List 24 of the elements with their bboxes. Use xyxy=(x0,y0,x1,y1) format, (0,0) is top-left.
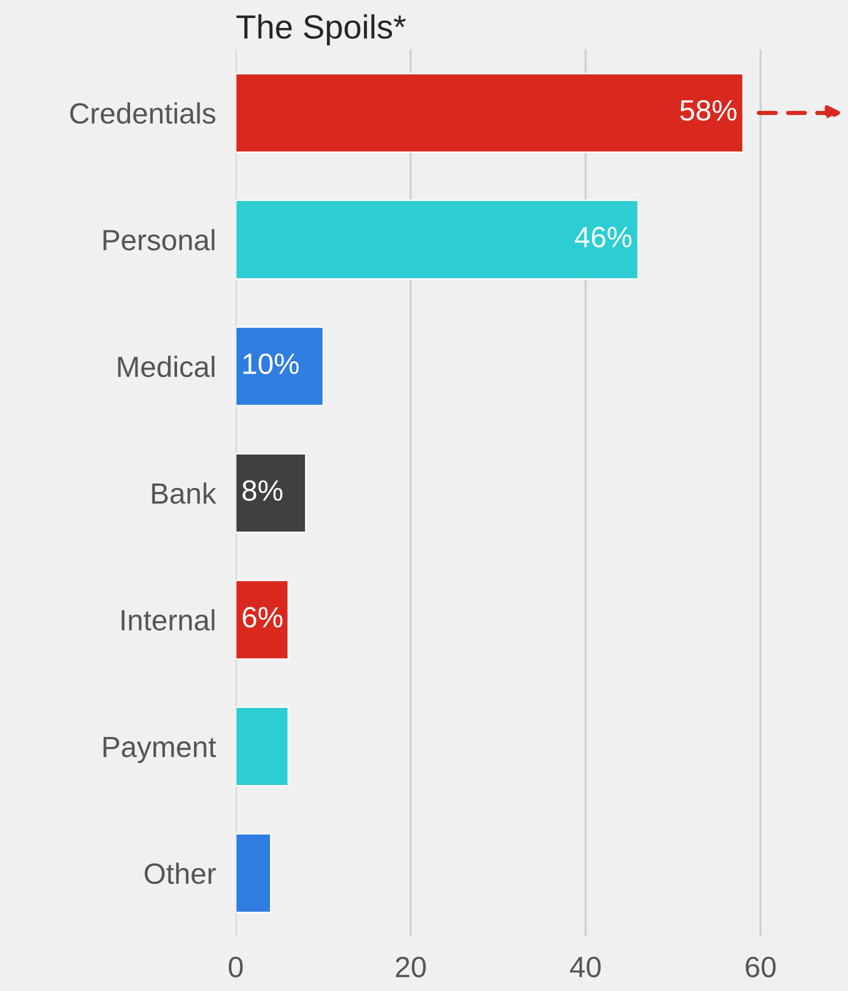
bar xyxy=(236,580,289,660)
data-label: 10% xyxy=(244,353,299,374)
y-tick-label: Personal xyxy=(104,229,214,250)
y-tick-label: Payment xyxy=(104,736,216,764)
chart-title: The Spoils* xyxy=(236,14,406,46)
y-tick-label: Medical xyxy=(118,356,214,378)
x-tick-label: 20 xyxy=(396,956,426,978)
data-label: 46% xyxy=(574,226,632,248)
y-tick-label: Bank xyxy=(152,482,216,504)
x-tick-label: 60 xyxy=(746,956,776,978)
x-tick-label: 40 xyxy=(570,956,601,978)
y-tick-label: Internal xyxy=(122,609,214,631)
bar xyxy=(236,72,744,153)
bar xyxy=(236,326,324,406)
data-label: 6% xyxy=(242,606,282,628)
data-label: 8% xyxy=(242,480,282,501)
x-tick-label: 0 xyxy=(228,956,243,978)
y-tick-label: Credentials xyxy=(70,102,216,124)
bar xyxy=(236,200,639,280)
bar xyxy=(236,453,306,533)
data-label: 58% xyxy=(680,100,736,121)
bar xyxy=(236,833,272,914)
y-tick-label: Other xyxy=(144,862,216,884)
bar xyxy=(236,706,289,786)
